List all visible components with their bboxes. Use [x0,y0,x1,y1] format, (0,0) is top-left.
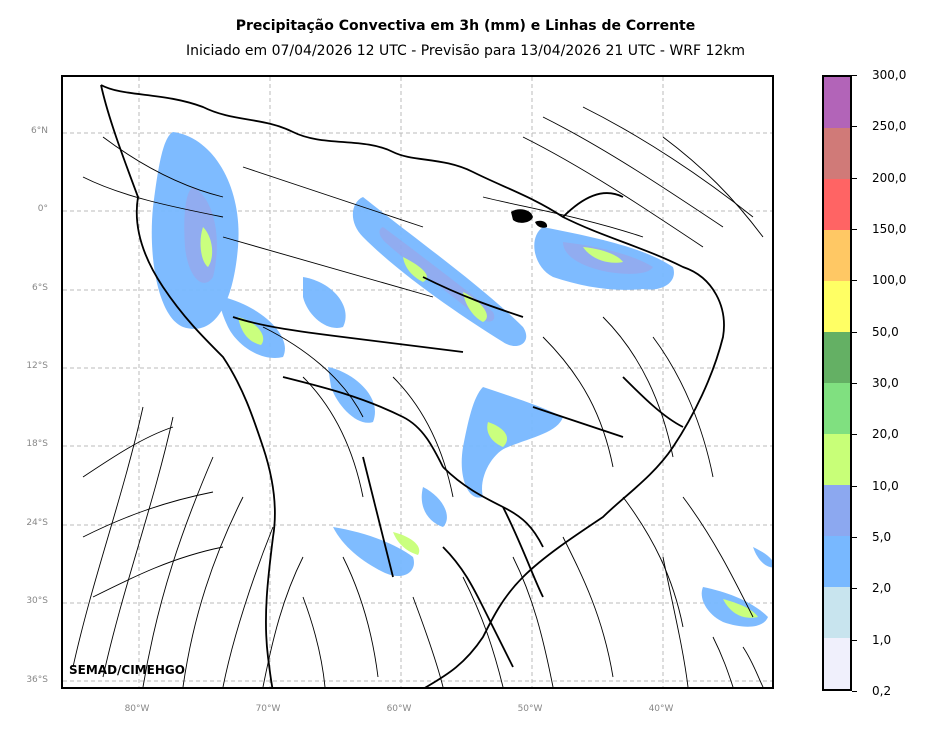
colorbar-label: 20,0 [872,427,899,441]
lon-label: 70°W [255,704,281,714]
map-canvas [63,77,772,687]
colorbar-segment [824,281,850,332]
credit-label: SEMAD/CIMEHGO [69,663,185,677]
colorbar-label: 200,0 [872,171,907,185]
colorbar-segment [824,77,850,128]
colorbar-tick [852,486,857,487]
lat-label: 24°S [26,518,48,528]
colorbar-tick [852,178,857,179]
lat-label: 6°S [32,283,48,293]
lon-label: 80°W [124,704,150,714]
colorbar-segment [824,485,850,536]
colorbar-label: 300,0 [872,68,907,82]
colorbar-tick [852,280,857,281]
colorbar-label: 150,0 [872,222,907,236]
colorbar-segment [824,638,850,689]
lon-label: 60°W [386,704,412,714]
precipitation-field [151,132,772,627]
colorbar-segment [824,179,850,230]
colorbar-tick [852,126,857,127]
colorbar [822,75,852,691]
colorbar-label: 30,0 [872,376,899,390]
colorbar-tick [852,383,857,384]
colorbar-label: 5,0 [872,530,892,544]
lat-label: 12°S [26,361,48,371]
map-panel: SEMAD/CIMEHGO [61,75,774,689]
graticule [63,77,772,687]
lat-label: 6°N [31,126,48,136]
map-title: Precipitação Convectiva em 3h (mm) e Lin… [235,18,696,34]
colorbar-label: 2,0 [872,581,892,595]
lat-label: 36°S [26,675,48,685]
colorbar-segment [824,434,850,485]
colorbar-label: 100,0 [872,273,907,287]
colorbar-segment [824,587,850,638]
colorbar-tick [852,588,857,589]
colorbar-segment [824,383,850,434]
colorbar-tick [852,640,857,641]
colorbar-segment [824,128,850,179]
lat-label: 30°S [26,596,48,606]
colorbar-label: 1,0 [872,633,892,647]
lat-label: 0° [37,204,48,214]
colorbar-tick [852,537,857,538]
lat-label: 18°S [26,439,48,449]
colorbar-label: 250,0 [872,119,907,133]
lon-label: 50°W [517,704,543,714]
amazon-delta [511,209,548,228]
colorbar-label: 10,0 [872,479,899,493]
colorbar-tick [852,229,857,230]
colorbar-label: 50,0 [872,325,899,339]
coastlines-borders [100,84,725,687]
colorbar-tick [852,75,857,76]
colorbar-tick [852,332,857,333]
colorbar-label: 0,2 [872,684,892,698]
colorbar-tick [852,691,857,692]
map-subtitle: Iniciado em 07/04/2026 12 UTC - Previsão… [185,43,746,59]
colorbar-segment [824,536,850,587]
lon-label: 40°W [648,704,674,714]
colorbar-segment [824,230,850,281]
colorbar-segment [824,332,850,383]
colorbar-tick [852,434,857,435]
